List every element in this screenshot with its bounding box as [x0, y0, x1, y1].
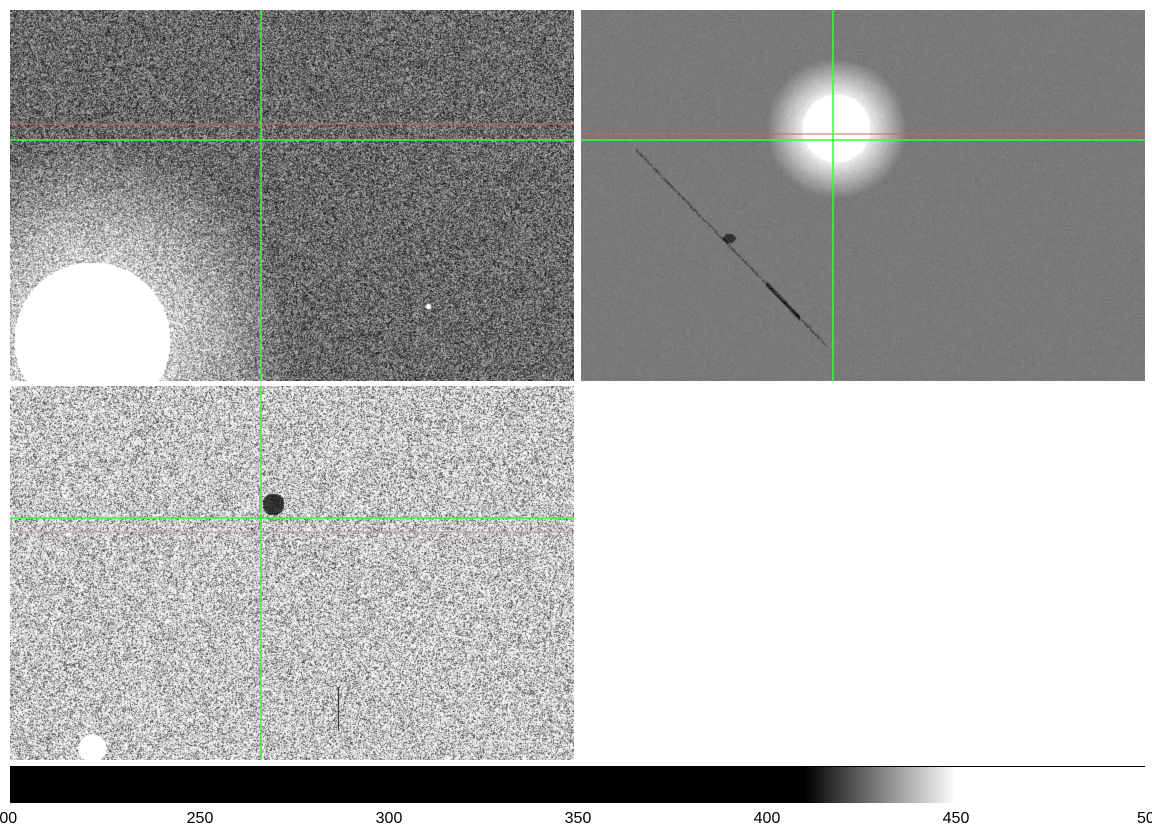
image-canvas[interactable] — [10, 10, 574, 381]
tick-label: 450 — [942, 810, 970, 827]
tick-label: 300 — [375, 810, 403, 827]
crosshair-overlay — [581, 10, 1145, 381]
tick-label: 350 — [564, 810, 592, 827]
tick-label: 250 — [186, 810, 214, 827]
colorbar-tick-labels: 00 250 300 350 400 450 50 — [0, 808, 1152, 838]
image-frame-top-right[interactable] — [581, 10, 1145, 381]
image-frame-top-left[interactable] — [10, 10, 574, 381]
image-frame-bottom-left[interactable] — [10, 386, 574, 760]
tick-label: 50 — [1136, 810, 1152, 827]
image-canvas[interactable] — [581, 10, 1145, 381]
crosshair-overlay — [10, 386, 574, 760]
crosshair-overlay — [10, 10, 574, 381]
image-canvas[interactable] — [10, 386, 574, 760]
colorbar[interactable] — [10, 766, 1145, 803]
colorbar-gradient — [10, 767, 1145, 803]
tick-label: 00 — [0, 810, 18, 827]
tick-label: 400 — [753, 810, 781, 827]
